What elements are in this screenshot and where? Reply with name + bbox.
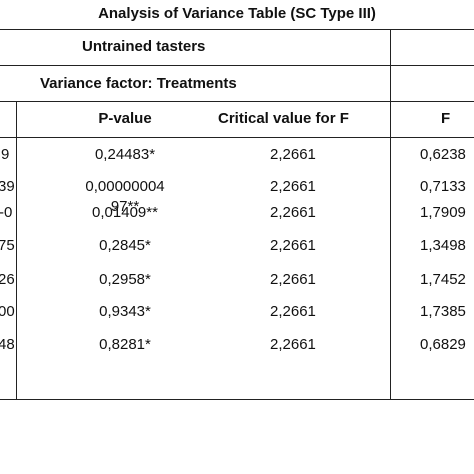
table-title: Analysis of Variance Table (SC Type III) [98, 5, 376, 22]
pvalue-cell: 0,2958* [99, 271, 151, 288]
critical-value-cell: 2,2661 [270, 271, 316, 288]
column-header-f: F [441, 110, 451, 127]
cut-off-cell: 9 [1, 146, 10, 163]
table-bottom-border [0, 399, 474, 400]
group-header: Untrained tasters [82, 38, 206, 55]
cut-off-cell: 26 [0, 271, 15, 288]
f-cell: 0,7133 [420, 178, 466, 195]
cut-off-cell: 00 [0, 303, 15, 320]
left-section-separator [16, 101, 17, 399]
pvalue-cell: 0,24483* [94, 146, 156, 163]
f-cell: 0,6829 [420, 336, 466, 353]
factor-header: Variance factor: Treatments [40, 75, 237, 92]
cut-off-cell: 39 [0, 178, 15, 195]
cut-off-cell: 75 [0, 237, 15, 254]
critical-value-cell: 2,2661 [270, 336, 316, 353]
pvalue-cell-continued: 97** [110, 198, 140, 215]
header-divider-2 [0, 101, 474, 102]
pvalue-cell: 0,9343* [99, 303, 151, 320]
column-header-pvalue: P-value [98, 110, 152, 127]
pvalue-cell: 0,00000004 [85, 178, 165, 195]
header-divider-3 [0, 137, 474, 138]
pvalue-cell: 0,2845* [99, 237, 151, 254]
right-section-separator [390, 29, 391, 399]
table-top-border [0, 29, 474, 30]
critical-value-cell: 2,2661 [270, 303, 316, 320]
critical-value-cell: 2,2661 [270, 178, 316, 195]
cut-off-cell: 48 [0, 336, 15, 353]
header-divider-1 [0, 65, 474, 66]
f-cell: 1,7909 [420, 204, 466, 221]
f-cell: 0,6238 [420, 146, 466, 163]
f-cell: 1,7452 [420, 271, 466, 288]
f-cell: 1,7385 [420, 303, 466, 320]
pvalue-cell: 0,01409** [92, 204, 158, 221]
critical-value-cell: 2,2661 [270, 146, 316, 163]
critical-value-cell: 2,2661 [270, 204, 316, 221]
pvalue-cell: 0,8281* [99, 336, 151, 353]
critical-value-cell: 2,2661 [270, 237, 316, 254]
f-cell: 1,3498 [420, 237, 466, 254]
column-header-critical: Critical value for F [218, 110, 349, 127]
cut-off-cell: -0 [0, 204, 13, 221]
